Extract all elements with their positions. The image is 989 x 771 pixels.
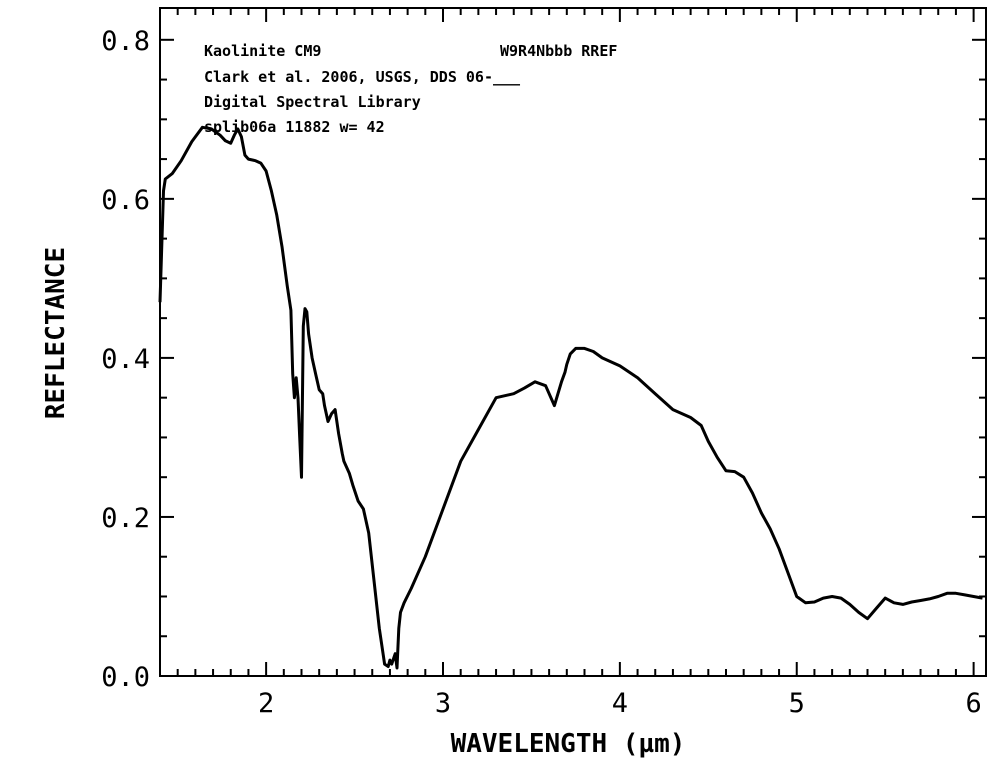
y-tick-label: 0.6 [101, 185, 150, 216]
annotation-block: Kaolinite CM9 W9R4Nbbb RREF Clark et al. 2… [204, 42, 617, 136]
x-axis-ticks: 2 3 4 5 6 [159, 8, 982, 719]
plot-frame [159, 7, 987, 677]
y-axis-title: REFLECTANCE [41, 247, 71, 419]
annotation-record: splib06a 11882 w= 42 [204, 118, 385, 136]
series-layer [158, 125, 983, 670]
x-tick-label: 6 [965, 688, 981, 719]
y-tick-label: 0.8 [101, 26, 150, 57]
y-tick-label: 0.4 [101, 344, 150, 375]
y-tick-label: 0.0 [101, 662, 150, 693]
x-tick-label: 5 [789, 688, 805, 719]
spectrum-line [158, 125, 983, 670]
annotation-citation: Clark et al. 2006, USGS, DDS 06-___ [204, 68, 521, 86]
annotation-library: Digital Spectral Library [204, 93, 421, 111]
x-tick-label: 3 [435, 688, 451, 719]
y-axis-ticks: 0.0 0.2 0.4 0.6 0.8 [101, 26, 986, 693]
y-tick-label: 0.2 [101, 503, 150, 534]
x-tick-label: 2 [258, 688, 274, 719]
annotation-sample-name: Kaolinite CM9 [204, 42, 321, 60]
x-tick-label: 4 [612, 688, 628, 719]
x-axis-title: WAVELENGTH (µm) [451, 729, 686, 759]
annotation-record-id: W9R4Nbbb RREF [500, 42, 617, 60]
